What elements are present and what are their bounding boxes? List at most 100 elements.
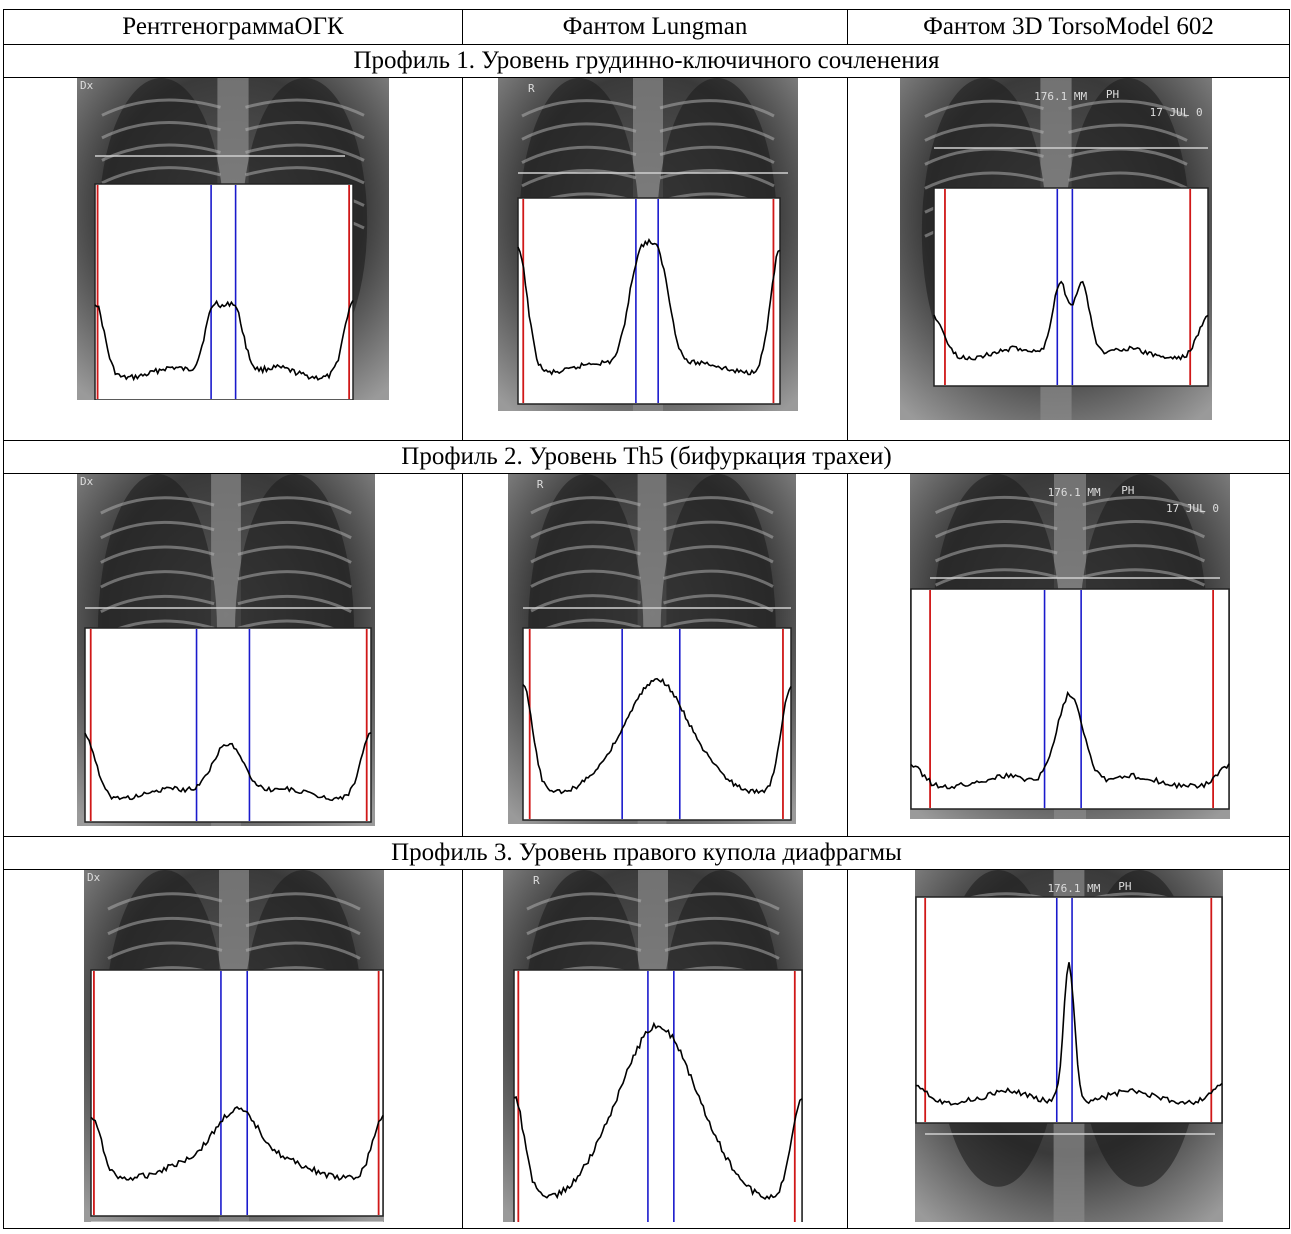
rib-shadow [1082,568,1206,587]
rib-shadow [1082,495,1206,515]
rib-shadow [663,496,774,515]
intensity-profile-curve [517,238,781,376]
rib-shadow [101,98,221,117]
rib-shadow [100,496,215,515]
rib-shadow [101,166,221,185]
profile-plot-area [90,969,384,1217]
rib-shadow [1068,147,1188,166]
intensity-profile-curve [933,280,1209,361]
rib-shadow [245,143,365,162]
profile-plot-area [94,183,354,400]
radiograph-image: Dx [77,78,389,400]
rib-shadow [664,892,780,911]
rib-shadow [237,496,352,515]
rib-shadow [1082,544,1206,563]
rib-shadow [924,147,1044,166]
rib-shadow [521,122,637,141]
rib-shadow [1082,519,1206,539]
date-label: 17 JUL 0 [1150,106,1203,119]
side-marker-label: Dx [87,871,101,884]
rib-shadow [664,941,780,960]
radiograph-image: R [508,474,796,824]
rib-shadow [107,941,223,960]
rib-shadow [245,98,365,117]
rib-shadow [934,519,1058,539]
rib-shadow [934,544,1058,563]
profile-1-lungman-cell: R [462,77,848,441]
profile-3-xray-cell: Dx [3,869,463,1229]
rib-shadow [526,892,642,911]
rib-shadow [107,892,223,911]
profile-3-title: Профиль 3. Уровень правого купола диафра… [3,836,1290,870]
column-header-lungman: Фантом Lungman [462,9,848,45]
rib-shadow [924,99,1044,118]
rib-shadow [659,145,775,164]
rib-shadow [530,496,641,515]
side-marker-label: Dx [80,475,94,488]
rib-shadow [237,570,352,589]
rib-shadow [663,569,774,588]
rib-shadow [100,520,215,540]
intensity-profile-curve [910,690,1230,790]
intensity-profile-curve [94,299,354,382]
profile-plot-area [517,197,781,405]
rib-shadow [245,892,361,911]
intensity-profile-curve [84,732,372,802]
rib-shadow [1068,123,1188,142]
profile-1-row: Dx R 176.1 MM PH 17 JUL 0 [3,77,1290,441]
profile-2-row: Dx R 176.1 MM PH 17 JUL 0 [3,473,1290,837]
rib-shadow [237,520,352,540]
rib-shadow [1068,99,1188,118]
rib-shadow [659,169,775,188]
radiograph-image: Dx [84,870,384,1222]
rib-shadow [107,916,223,936]
rib-shadow [100,594,215,614]
rib-shadow [934,568,1058,587]
rib-shadow [237,545,352,564]
rib-shadow [526,941,642,960]
side-marker-label: R [537,478,544,491]
profile-1-title: Профиль 1. Уровень грудинно-ключичного с… [3,44,1290,78]
rib-shadow [237,594,352,614]
profile-plot-area [513,969,803,1222]
intensity-profile-curve [522,677,792,795]
profile-plot-area [84,627,372,823]
profile-2-title: Профиль 2. Уровень Th5 (бифуркация трахе… [3,440,1290,474]
rib-shadow [245,166,365,185]
side-marker-label: R [533,874,540,887]
radiograph-image: R [503,870,803,1222]
rib-shadow [530,594,641,613]
rib-shadow [530,520,641,539]
profile-plot-area [910,588,1230,810]
rib-shadow [1068,171,1188,190]
column-header-torso: Фантом 3D TorsoModel 602 [847,9,1290,45]
profile-2-lungman-cell: R [462,473,848,837]
column-header-xray: РентгенограммаОГК [3,9,463,45]
intensity-profile-curve [90,1106,384,1182]
profile-2-xray-cell: Dx [3,473,463,837]
rib-shadow [245,941,361,960]
radiograph-image: Dx [77,474,375,826]
rib-shadow [664,916,780,936]
intensity-profile-curve [915,962,1223,1106]
profile-plot-area [933,187,1209,387]
side-marker-label: R [528,82,535,95]
tag-label: PH [1106,88,1119,101]
rib-shadow [100,545,215,564]
radiograph-image: R [498,78,798,411]
side-marker-label: Dx [80,79,94,92]
rib-shadow [663,545,774,564]
rib-shadow [530,545,641,564]
rib-shadow [924,123,1044,142]
rib-shadow [521,99,637,118]
profile-plot-area [915,896,1223,1124]
rib-shadow [521,145,637,164]
rib-shadow [659,122,775,141]
rib-shadow [100,570,215,589]
profile-1-torso-cell: 176.1 MM PH 17 JUL 0 [847,77,1290,441]
rib-shadow [245,120,365,140]
